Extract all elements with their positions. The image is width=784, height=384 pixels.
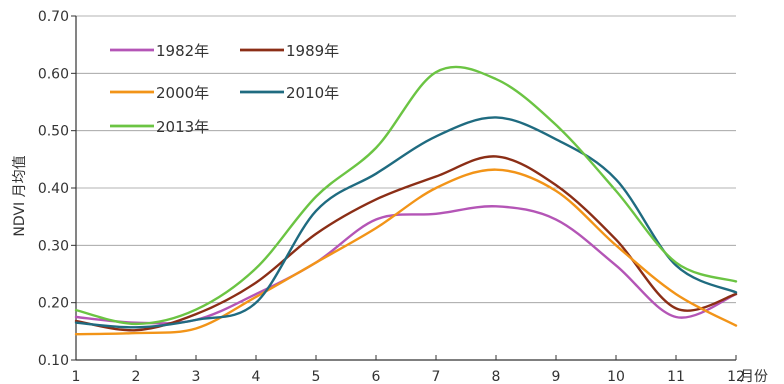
y-tick-label: 0.10 xyxy=(38,353,69,369)
series-line-3 xyxy=(74,116,738,329)
y-tick-label: 0.60 xyxy=(38,66,69,82)
series-layer xyxy=(74,65,738,336)
series-line-2 xyxy=(74,168,738,336)
x-tick-label: 3 xyxy=(192,369,201,384)
legend-item: 2013年 xyxy=(110,118,209,136)
series-line-1 xyxy=(74,155,738,332)
series-line-4 xyxy=(74,65,738,326)
legend-item: 1989年 xyxy=(240,42,339,60)
x-tick-label: 5 xyxy=(312,369,321,384)
legend-item: 1982年 xyxy=(110,42,209,60)
legend-label: 2000年 xyxy=(156,84,209,102)
y-tick-label: 0.30 xyxy=(38,238,69,254)
x-tick-label: 7 xyxy=(432,369,441,384)
x-tick-label: 11 xyxy=(667,369,685,384)
x-tick-label: 6 xyxy=(372,369,381,384)
y-tick-label: 0.20 xyxy=(38,296,69,312)
y-tick-label: 0.50 xyxy=(38,124,69,140)
x-tick-label: 4 xyxy=(252,369,261,384)
x-tick-label: 9 xyxy=(552,369,561,384)
legend-label: 2010年 xyxy=(286,84,339,102)
legend-label: 1982年 xyxy=(156,42,209,60)
x-tick-label: 1 xyxy=(72,369,81,384)
legend-label: 2013年 xyxy=(156,118,209,136)
legend-item: 2000年 xyxy=(110,84,209,102)
legend-item: 2010年 xyxy=(240,84,339,102)
tick-labels: 0.100.200.300.400.500.600.701 2 3 4 5 6 7 8 9 10 1… xyxy=(38,9,745,384)
y-tick-label: 0.70 xyxy=(38,9,69,25)
x-axis-title: 月份 xyxy=(740,369,768,384)
x-tick-label: 8 xyxy=(492,369,501,384)
axis-layer xyxy=(71,15,737,361)
legend: 1982年 1989年 2000年 2010年 2013年 xyxy=(110,42,339,136)
legend-label: 1989年 xyxy=(286,42,339,60)
y-tick-label: 0.40 xyxy=(38,181,69,197)
x-tick-label: 2 xyxy=(132,369,141,384)
x-tick-label: 10 xyxy=(607,369,625,384)
y-axis-title: NDVI 月均值 xyxy=(12,155,28,236)
x-tick-label: 12 xyxy=(727,369,745,384)
